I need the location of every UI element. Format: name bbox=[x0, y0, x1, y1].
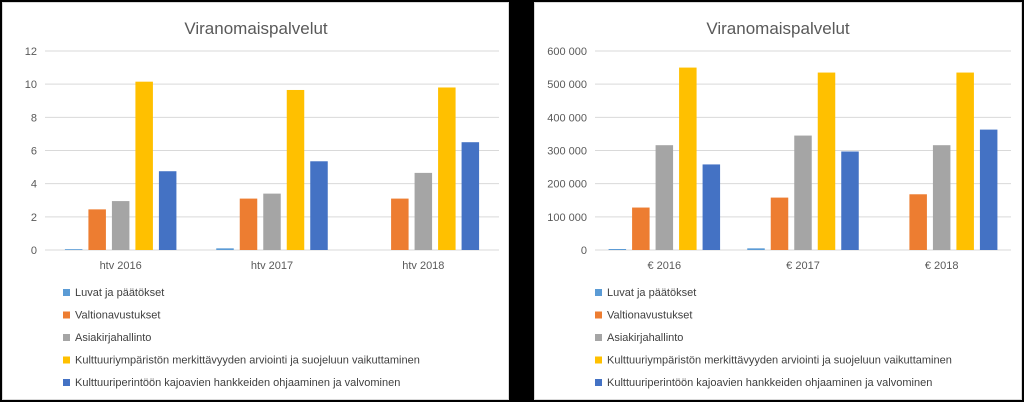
y-tick-label: 200 000 bbox=[547, 179, 587, 191]
y-tick-label: 400 000 bbox=[547, 112, 587, 124]
chart-panel-right: Viranomaispalvelut 0 100 000 200 000 300 00… bbox=[534, 2, 1022, 400]
legend-swatch bbox=[595, 334, 602, 341]
chart-svg-right: Viranomaispalvelut 0 100 000 200 000 300 00… bbox=[547, 19, 1011, 389]
legend-label: Valtionavustukset bbox=[75, 310, 160, 322]
legend-swatch bbox=[63, 289, 70, 296]
legend-label: Asiakirjahallinto bbox=[75, 332, 151, 344]
legend-label: Kulttuuriympäristön merkittävyyden arvio… bbox=[75, 355, 420, 367]
y-tick-label: 2 bbox=[31, 212, 37, 224]
chart-title-left: Viranomaispalvelut bbox=[184, 19, 328, 38]
bar bbox=[111, 201, 130, 250]
bar bbox=[461, 142, 480, 250]
bar bbox=[438, 87, 456, 250]
bar bbox=[655, 145, 674, 250]
legend-swatch bbox=[595, 289, 602, 296]
y-tick-label: 0 bbox=[581, 245, 587, 257]
legend-label: Kulttuuriperintöön kajoavien hankkeiden … bbox=[607, 377, 932, 389]
bar bbox=[239, 198, 258, 250]
bar bbox=[88, 209, 106, 250]
bar bbox=[841, 151, 859, 250]
bar bbox=[932, 145, 951, 250]
bar bbox=[64, 249, 83, 250]
bar bbox=[679, 67, 697, 250]
y-tick-label: 12 bbox=[25, 46, 37, 58]
y-tick-label: 300 000 bbox=[547, 146, 587, 158]
legend-swatch bbox=[595, 379, 602, 386]
bar bbox=[702, 164, 721, 250]
bar bbox=[770, 197, 789, 250]
bar bbox=[956, 72, 974, 250]
bar bbox=[747, 248, 765, 250]
bar bbox=[158, 171, 177, 250]
legend-label: Kulttuuriperintöön kajoavien hankkeiden … bbox=[75, 377, 400, 389]
bar bbox=[310, 161, 328, 250]
legend-label: Luvat ja päätökset bbox=[607, 287, 696, 299]
y-tick-label: 10 bbox=[25, 79, 37, 91]
x-tick-label: htv 2018 bbox=[402, 260, 444, 272]
bar bbox=[979, 129, 998, 250]
legend-swatch bbox=[63, 334, 70, 341]
y-tick-label: 4 bbox=[31, 179, 37, 191]
bar bbox=[263, 193, 281, 250]
bar bbox=[391, 198, 409, 250]
y-tick-label: 100 000 bbox=[547, 212, 587, 224]
y-tick-label: 8 bbox=[31, 112, 37, 124]
legend-swatch bbox=[595, 311, 602, 319]
bar bbox=[608, 249, 627, 250]
bar bbox=[632, 207, 650, 250]
y-tick-label: 0 bbox=[31, 245, 37, 257]
x-tick-label: € 2017 bbox=[786, 260, 820, 272]
legend-swatch bbox=[63, 311, 70, 319]
bar bbox=[909, 194, 927, 250]
bar bbox=[216, 248, 234, 250]
y-tick-label: 500 000 bbox=[547, 79, 587, 91]
legend-swatch bbox=[63, 379, 70, 386]
bar bbox=[414, 172, 433, 250]
chart-title-right: Viranomaispalvelut bbox=[706, 19, 850, 38]
x-tick-label: € 2018 bbox=[925, 260, 959, 272]
chart-panel-left: Viranomaispalvelut 0 2 4 6 8 10 12 htv 2016 htv … bbox=[2, 2, 509, 400]
legend-label: Luvat ja päätökset bbox=[75, 287, 164, 299]
chart-svg-left: Viranomaispalvelut 0 2 4 6 8 10 12 htv 2016 htv … bbox=[25, 19, 499, 389]
legend-label: Kulttuuriympäristön merkittävyyden arvio… bbox=[607, 355, 952, 367]
legend-swatch bbox=[63, 356, 70, 364]
y-tick-label: 6 bbox=[31, 146, 37, 158]
y-tick-label: 600 000 bbox=[547, 46, 587, 58]
legend-label: Valtionavustukset bbox=[607, 310, 692, 322]
bar bbox=[794, 135, 812, 250]
bar bbox=[817, 72, 836, 250]
x-tick-label: htv 2016 bbox=[100, 260, 142, 272]
bar bbox=[135, 81, 153, 250]
legend-label: Asiakirjahallinto bbox=[607, 332, 683, 344]
bar bbox=[286, 89, 305, 251]
legend-swatch bbox=[595, 356, 602, 364]
x-tick-label: htv 2017 bbox=[251, 260, 293, 272]
x-tick-label: € 2016 bbox=[648, 260, 682, 272]
